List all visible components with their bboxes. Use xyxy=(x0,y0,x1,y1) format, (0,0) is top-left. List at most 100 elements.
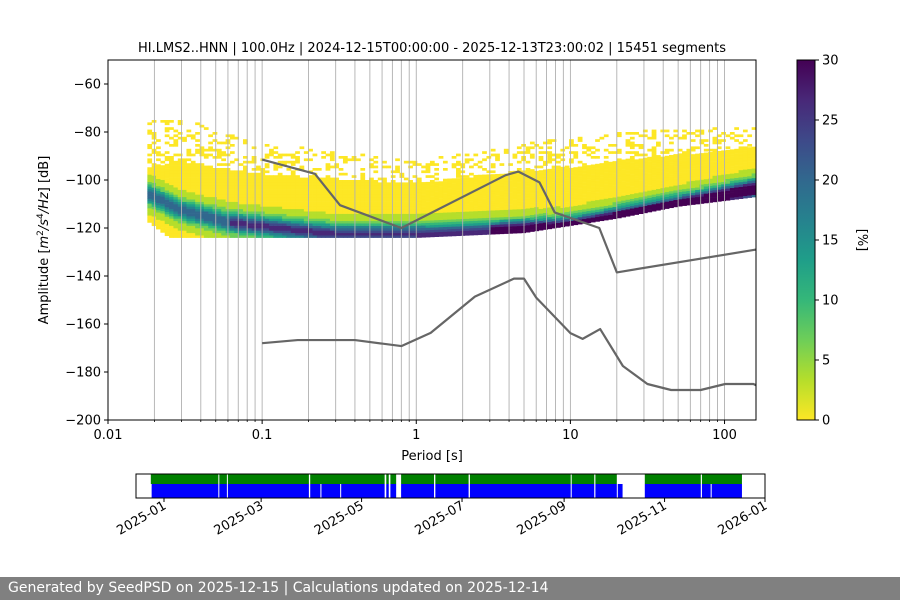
density-cell xyxy=(338,184,344,188)
density-cell xyxy=(356,180,361,183)
density-cell xyxy=(595,175,600,179)
density-cell xyxy=(503,221,509,225)
density-cell xyxy=(473,215,479,219)
density-cell xyxy=(699,172,705,175)
density-cell xyxy=(399,182,405,186)
density-cell xyxy=(469,189,474,193)
density-cell-sparse xyxy=(342,172,348,176)
density-cell xyxy=(621,214,626,218)
density-cell xyxy=(195,163,200,166)
density-cell xyxy=(451,202,457,206)
density-cell-sparse xyxy=(412,175,418,178)
density-cell xyxy=(169,218,174,222)
density-cell xyxy=(490,205,496,209)
density-cell xyxy=(156,185,161,189)
density-cell xyxy=(499,219,505,223)
density-cell xyxy=(186,182,192,186)
density-cell xyxy=(708,166,713,170)
density-cell xyxy=(321,228,326,231)
density-cell xyxy=(177,204,183,207)
density-cell xyxy=(247,230,253,234)
density-cell xyxy=(442,229,448,232)
density-cell xyxy=(603,203,609,206)
density-cell xyxy=(751,161,757,164)
density-cell xyxy=(599,177,605,181)
density-cell xyxy=(260,223,266,226)
density-cell xyxy=(638,182,644,186)
density-cell xyxy=(334,189,340,193)
density-cell xyxy=(660,197,666,201)
density-cell xyxy=(673,154,679,157)
density-cell xyxy=(342,184,348,188)
density-cell xyxy=(699,162,705,166)
density-cell xyxy=(316,211,322,214)
density-cell xyxy=(656,188,661,192)
density-cell xyxy=(595,171,600,174)
density-cell xyxy=(695,165,700,169)
density-cell xyxy=(403,213,409,217)
density-cell-sparse xyxy=(682,134,687,138)
density-cell xyxy=(638,165,644,169)
density-cell-sparse xyxy=(569,160,574,164)
density-cell xyxy=(221,228,226,231)
density-cell xyxy=(734,192,740,195)
density-cell xyxy=(282,180,287,183)
density-cell xyxy=(247,213,253,217)
density-cell xyxy=(695,156,700,159)
density-cell xyxy=(321,194,326,198)
density-cell xyxy=(529,209,535,213)
density-cell xyxy=(229,235,235,238)
density-cell xyxy=(234,199,240,202)
density-cell xyxy=(729,175,735,179)
density-cell xyxy=(156,188,161,191)
density-cell xyxy=(682,169,687,173)
density-cell xyxy=(603,193,609,197)
density-cell xyxy=(408,235,413,238)
density-cell xyxy=(147,186,153,190)
density-cell xyxy=(290,228,296,231)
density-cell xyxy=(629,181,635,185)
density-cell xyxy=(386,235,392,238)
density-cell xyxy=(642,157,648,161)
density-cell xyxy=(251,199,257,202)
density-cell xyxy=(729,166,735,169)
density-cell xyxy=(229,170,235,174)
density-cell-sparse xyxy=(456,168,461,171)
density-cell xyxy=(212,216,218,219)
density-cell xyxy=(282,194,287,198)
density-cell xyxy=(169,208,174,212)
density-cell xyxy=(703,171,709,175)
density-cell xyxy=(290,208,296,212)
density-cell xyxy=(556,208,561,211)
density-cell xyxy=(538,170,544,173)
density-cell xyxy=(190,163,196,166)
density-cell xyxy=(425,205,431,209)
footer-bar: Generated by SeedPSD on 2025-12-15 | Cal… xyxy=(0,577,900,600)
density-cell xyxy=(438,217,444,221)
density-cell xyxy=(264,216,270,219)
density-cell xyxy=(634,171,640,175)
density-cell xyxy=(390,230,396,234)
density-cell-sparse xyxy=(586,153,592,157)
density-cell-sparse xyxy=(616,148,622,152)
density-cell xyxy=(360,189,366,193)
density-cell xyxy=(751,187,757,191)
density-cell xyxy=(451,211,457,215)
density-cell xyxy=(342,180,348,183)
density-cell-sparse xyxy=(582,151,587,154)
density-cell xyxy=(329,220,335,224)
density-cell xyxy=(164,173,170,177)
density-cell xyxy=(338,211,344,214)
density-cell xyxy=(286,235,292,238)
density-cell xyxy=(390,218,396,222)
density-cell xyxy=(629,160,635,163)
density-cell xyxy=(456,228,461,232)
density-cell xyxy=(408,208,413,212)
density-cell xyxy=(247,223,253,226)
availability-bars xyxy=(150,474,742,498)
density-cell xyxy=(595,180,600,184)
density-cell xyxy=(573,176,579,180)
density-cell xyxy=(482,208,487,211)
density-cell xyxy=(338,194,344,198)
density-cell-sparse xyxy=(264,170,270,174)
